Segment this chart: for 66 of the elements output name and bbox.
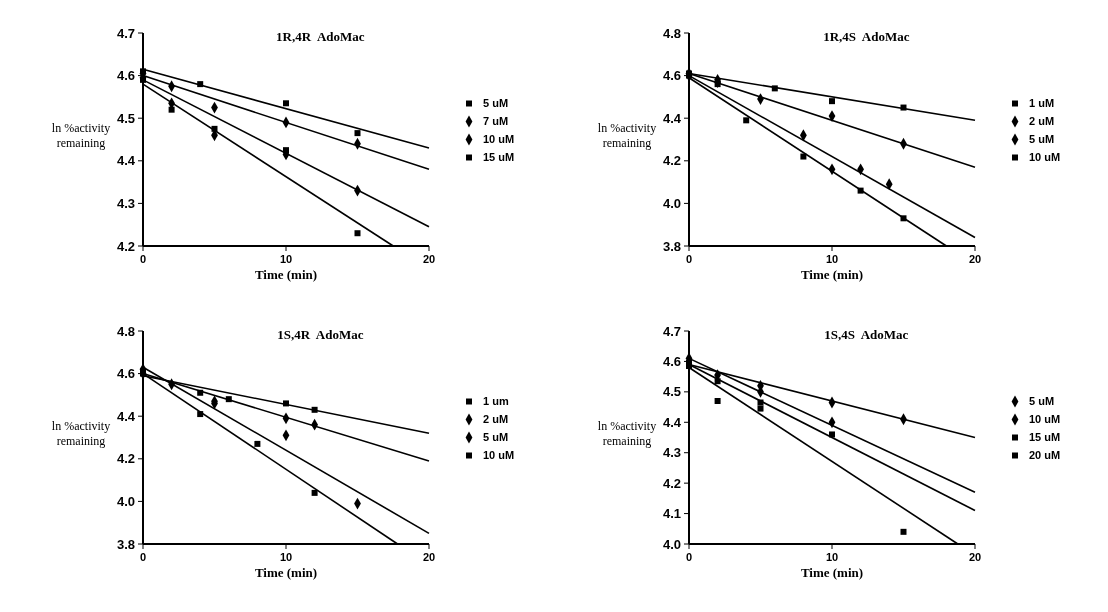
y-tick-label: 4.7 xyxy=(662,323,681,339)
y-tick-label: 4.0 xyxy=(662,536,681,552)
y-tick-label: 4.1 xyxy=(662,506,681,522)
x-tick-label: 10 xyxy=(279,253,293,265)
x-tick-label: 10 xyxy=(825,551,839,563)
y-tick-label: 4.3 xyxy=(662,445,681,461)
y-tick-label: 4.4 xyxy=(662,414,682,430)
x-tick-label: 20 xyxy=(422,253,436,265)
x-axis-title: Time (min) xyxy=(254,565,318,580)
legend-label: 10 uM xyxy=(1029,413,1061,426)
legend-label: 20 uM xyxy=(1029,449,1061,462)
legend-label: 5 uM xyxy=(1029,133,1055,146)
y-tick-label: 4.6 xyxy=(116,68,135,84)
y-tick-label: 3.8 xyxy=(662,238,681,254)
y-tick-label: 4.4 xyxy=(116,408,136,424)
chart-title: 1S,4S AdoMac xyxy=(824,327,909,342)
legend-label: 2 uM xyxy=(1029,115,1055,128)
y-axis-title: ln %activity remaining xyxy=(51,418,111,448)
y-tick-label: 4.8 xyxy=(116,323,135,339)
legend-label: 5 uM xyxy=(1029,395,1055,408)
chart-title: 1R,4S AdoMac xyxy=(823,29,910,44)
legend-label: 15 uM xyxy=(1029,431,1061,444)
legend-label: 1 um xyxy=(483,395,509,408)
y-tick-label: 4.7 xyxy=(116,25,135,41)
legend-label: 10 uM xyxy=(483,449,515,462)
x-tick-label: 20 xyxy=(968,253,982,265)
legend-label: 10 uM xyxy=(483,133,515,146)
y-tick-label: 4.2 xyxy=(662,153,681,169)
y-tick-label: 4.6 xyxy=(116,366,135,382)
y-tick-label: 4.5 xyxy=(662,384,681,400)
y-tick-label: 4.0 xyxy=(116,493,135,509)
y-tick-label: 4.6 xyxy=(662,68,681,84)
legend-label: 1 uM xyxy=(1029,97,1055,110)
y-axis-title: ln %activity remaining xyxy=(51,120,111,150)
legend-label: 2 uM xyxy=(483,413,509,426)
legend-label: 7 uM xyxy=(483,115,509,128)
x-axis-title: Time (min) xyxy=(800,267,864,282)
x-tick-label: 0 xyxy=(139,253,147,265)
y-tick-label: 4.2 xyxy=(116,451,135,467)
x-axis-title: Time (min) xyxy=(800,565,864,580)
y-axis-title: ln %activity remaining xyxy=(597,120,657,150)
x-tick-label: 0 xyxy=(685,253,693,265)
y-tick-label: 4.4 xyxy=(662,110,682,126)
y-tick-label: 4.8 xyxy=(662,25,681,41)
x-tick-label: 0 xyxy=(139,551,147,563)
y-axis-title: ln %activity remaining xyxy=(597,418,657,448)
y-tick-label: 4.6 xyxy=(662,353,681,369)
y-tick-label: 4.2 xyxy=(116,238,135,254)
x-tick-label: 20 xyxy=(422,551,436,563)
x-axis-title: Time (min) xyxy=(254,267,318,282)
chart-title: 1R,4R AdoMac xyxy=(276,29,365,44)
chart-title: 1S,4R AdoMac xyxy=(277,327,364,342)
legend-label: 10 uM xyxy=(1029,151,1061,164)
y-tick-label: 4.5 xyxy=(116,110,135,126)
legend-label: 5 uM xyxy=(483,97,509,110)
y-tick-label: 4.3 xyxy=(116,195,135,211)
y-tick-label: 4.2 xyxy=(662,475,681,491)
y-tick-label: 4.0 xyxy=(662,195,681,211)
y-tick-label: 4.4 xyxy=(116,153,136,169)
y-tick-label: 3.8 xyxy=(116,536,135,552)
x-tick-label: 20 xyxy=(968,551,982,563)
legend-label: 15 uM xyxy=(483,151,515,164)
x-tick-label: 10 xyxy=(279,551,293,563)
x-tick-label: 10 xyxy=(825,253,839,265)
x-tick-label: 0 xyxy=(685,551,693,563)
legend-label: 5 uM xyxy=(483,431,509,444)
